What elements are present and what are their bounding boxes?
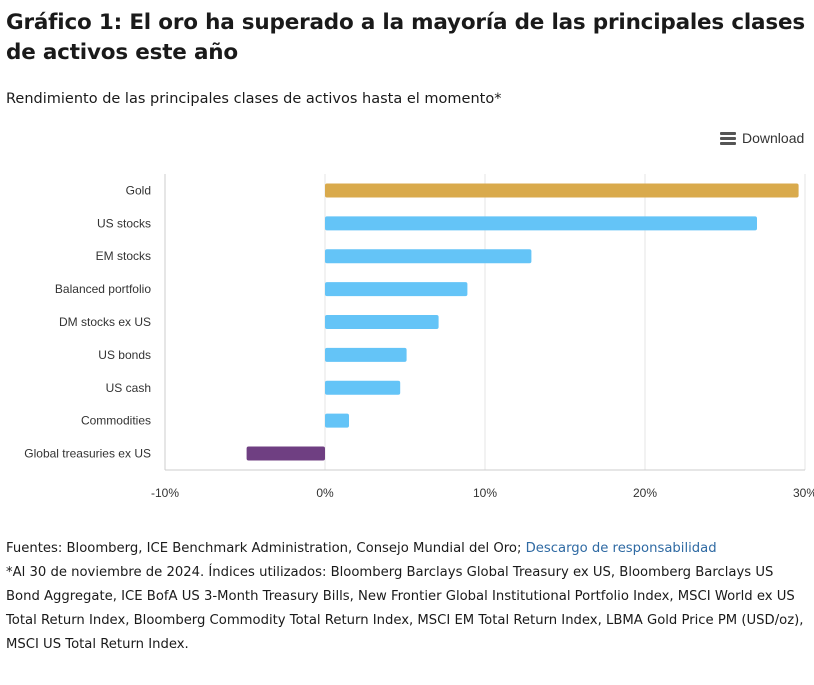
notes: Fuentes: Bloomberg, ICE Benchmark Admini… (6, 537, 806, 657)
x-tick-label: 30% (793, 486, 814, 500)
disclaimer-link[interactable]: Descargo de responsabilidad (525, 541, 717, 556)
bar (325, 216, 757, 231)
bar (325, 413, 349, 428)
category-label: Global treasuries ex US (24, 447, 151, 461)
category-label: US stocks (97, 216, 151, 230)
x-tick-label: 20% (633, 486, 657, 500)
bar (325, 380, 401, 395)
menu-icon (720, 131, 736, 145)
category-label: Commodities (81, 414, 151, 428)
footnote: *Al 30 de noviembre de 2024. Índices uti… (6, 565, 804, 652)
download-button[interactable]: Download (720, 128, 804, 148)
category-label: Gold (126, 183, 151, 197)
bar (325, 347, 407, 362)
category-label: Balanced portfolio (55, 282, 151, 296)
bar (325, 183, 799, 198)
sources-text: Fuentes: Bloomberg, ICE Benchmark Admini… (6, 541, 526, 556)
chart-title: Gráfico 1: El oro ha superado a la mayor… (6, 10, 805, 65)
category-label: EM stocks (96, 249, 151, 263)
bar-chart: -10% 0% 10% 20% 30% Gold US stocks EM stocks Bal… (24, 174, 814, 500)
category-label: DM stocks ex US (59, 315, 151, 329)
bar (246, 446, 325, 461)
download-label: Download (742, 130, 805, 146)
x-tick-label: -10% (151, 486, 179, 500)
x-tick-label: 0% (316, 486, 334, 500)
sources-line: Fuentes: Bloomberg, ICE Benchmark Admini… (6, 537, 806, 561)
bar (325, 282, 468, 297)
category-label: US cash (106, 381, 151, 395)
bar (325, 249, 532, 264)
x-tick-label: 10% (473, 486, 497, 500)
chart-subtitle: Rendimiento de las principales clases de… (6, 91, 502, 107)
category-label: US bonds (98, 348, 151, 362)
bar (325, 315, 439, 329)
